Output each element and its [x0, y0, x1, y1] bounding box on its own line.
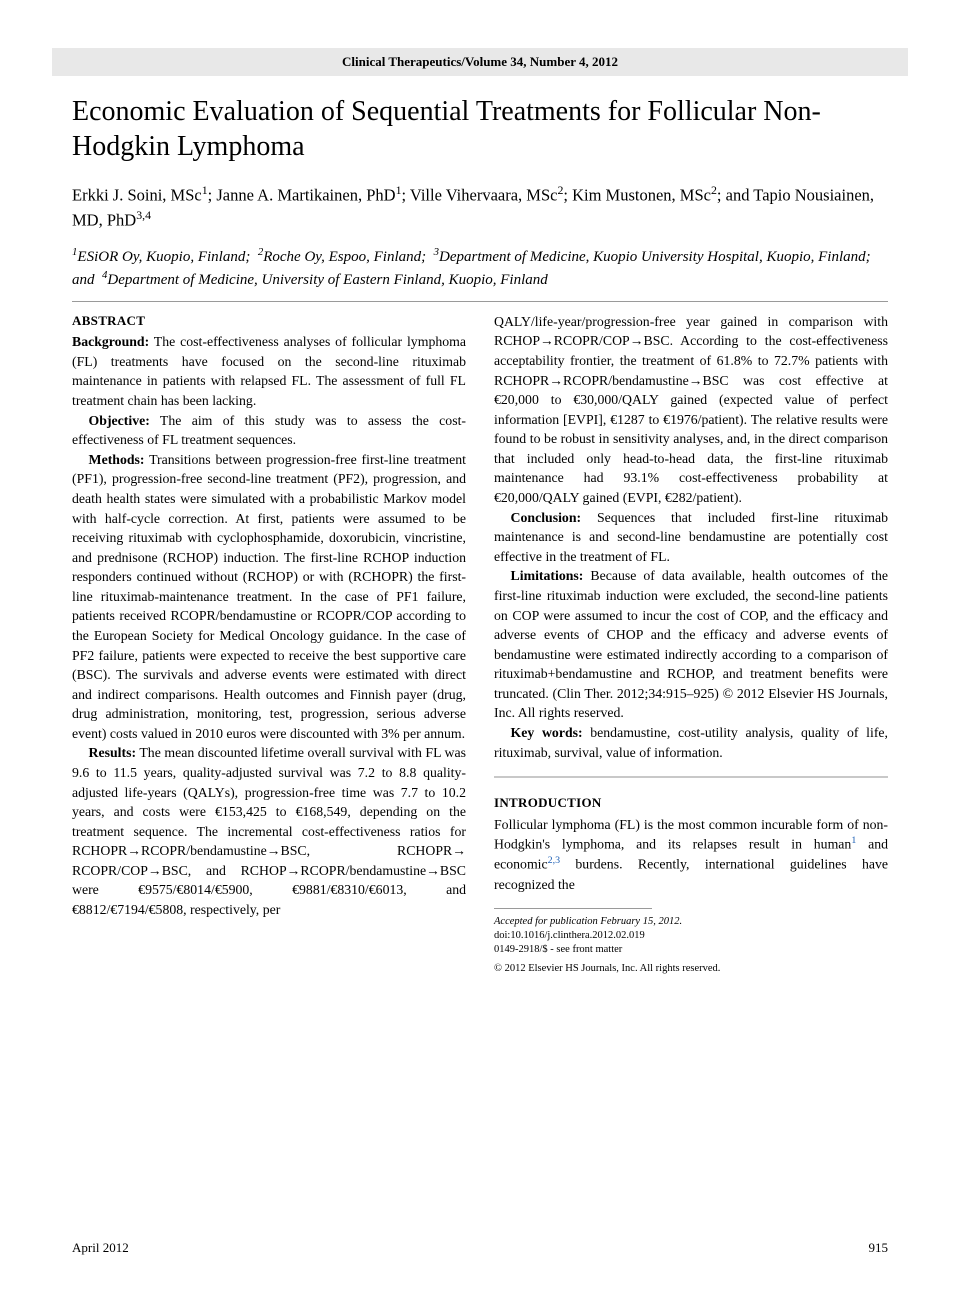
abstract-background: Background: The cost-effectiveness analy… — [72, 332, 466, 410]
footer-month: April 2012 — [72, 1240, 129, 1256]
footer-page-number: 915 — [869, 1240, 889, 1256]
results-text: The mean discounted lifetime overall sur… — [72, 745, 466, 917]
page-footer: April 2012 915 — [72, 1240, 888, 1256]
journal-line: Clinical Therapeutics/Volume 34, Number … — [342, 54, 618, 69]
limitations-text: Because of data available, health outcom… — [494, 568, 888, 720]
journal-header-bar: Clinical Therapeutics/Volume 34, Number … — [52, 48, 908, 76]
two-column-body: ABSTRACT Background: The cost-effectiven… — [72, 312, 888, 976]
right-column: QALY/life-year/progression-free year gai… — [494, 312, 888, 976]
abstract-results: Results: The mean discounted lifetime ov… — [72, 743, 466, 919]
abstract-methods: Methods: Transitions between progression… — [72, 450, 466, 744]
methods-text: Transitions between progression-free fir… — [72, 452, 466, 741]
left-column: ABSTRACT Background: The cost-effectiven… — [72, 312, 466, 976]
article-title: Economic Evaluation of Sequential Treatm… — [72, 94, 888, 164]
top-rule — [72, 301, 888, 302]
abstract-keywords: Key words: bendamustine, cost-utility an… — [494, 723, 888, 762]
abstract-conclusion: Conclusion: Sequences that included firs… — [494, 508, 888, 567]
abstract-heading: ABSTRACT — [72, 312, 466, 330]
background-label: Background: — [72, 334, 149, 349]
methods-label: Methods: — [89, 452, 145, 467]
intro-rule — [494, 776, 888, 778]
author-list: Erkki J. Soini, MSc1; Janne A. Martikain… — [72, 182, 888, 233]
abstract-limitations: Limitations: Because of data available, … — [494, 566, 888, 723]
footnote-rule — [494, 908, 652, 909]
issn-line: 0149-2918/$ - see front matter — [494, 943, 888, 957]
keywords-label: Key words: — [511, 725, 583, 740]
doi-line: doi:10.1016/j.clinthera.2012.02.019 — [494, 929, 888, 943]
introduction-text: Follicular lymphoma (FL) is the most com… — [494, 815, 888, 895]
affiliations: 1ESiOR Oy, Kuopio, Finland; 2Roche Oy, E… — [72, 245, 888, 291]
limitations-label: Limitations: — [511, 568, 584, 583]
introduction-heading: INTRODUCTION — [494, 794, 888, 812]
abstract-results-cont: QALY/life-year/progression-free year gai… — [494, 312, 888, 508]
accepted-line: Accepted for publication February 15, 20… — [494, 915, 888, 929]
abstract-objective: Objective: The aim of this study was to … — [72, 411, 466, 450]
footnote-block: Accepted for publication February 15, 20… — [494, 915, 888, 976]
objective-label: Objective: — [89, 413, 150, 428]
results-label: Results: — [89, 745, 137, 760]
copyright-line: © 2012 Elsevier HS Journals, Inc. All ri… — [494, 962, 888, 976]
conclusion-label: Conclusion: — [511, 510, 582, 525]
